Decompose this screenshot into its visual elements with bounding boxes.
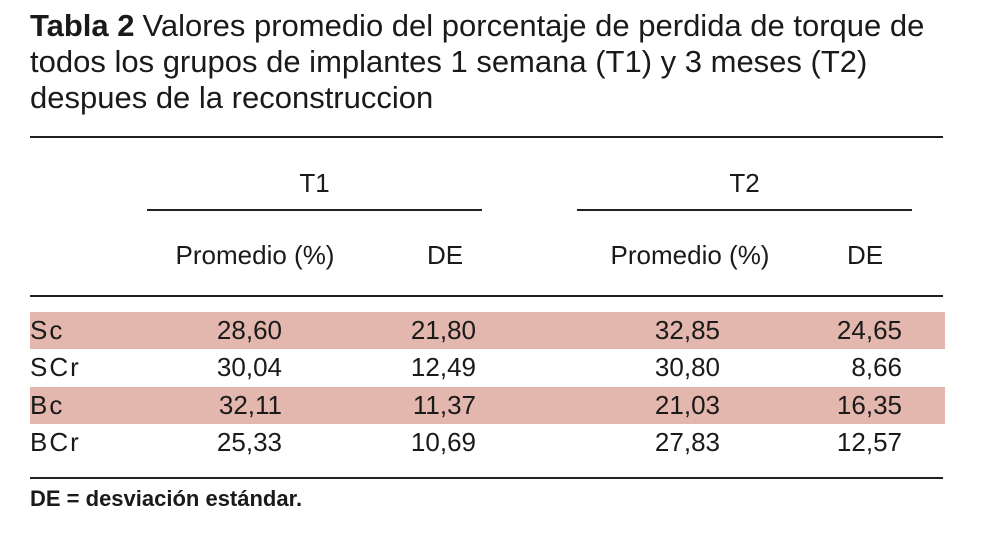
footnote: DE = desviación estándar. bbox=[30, 486, 303, 511]
rule bbox=[30, 136, 943, 138]
cell: 24,65 bbox=[836, 315, 902, 345]
title-text: Valores promedio del porcentaje de perdi… bbox=[30, 8, 925, 115]
cell: 25,33 bbox=[216, 427, 282, 457]
cell: 32,11 bbox=[218, 390, 282, 420]
cell: 30,04 bbox=[216, 352, 282, 382]
row-label: BCr bbox=[30, 427, 81, 457]
cell: 28,60 bbox=[216, 315, 282, 345]
cell: 8,66 bbox=[851, 352, 902, 382]
cell: 11,37 bbox=[412, 390, 476, 420]
row-label: SCr bbox=[30, 352, 81, 382]
row-label: Sc bbox=[30, 315, 65, 345]
rule bbox=[577, 209, 912, 211]
cell: 12,57 bbox=[836, 427, 902, 457]
rule bbox=[147, 209, 482, 211]
column-header: Promedio (%) bbox=[175, 240, 335, 270]
rule bbox=[30, 477, 943, 479]
cell: 30,80 bbox=[654, 352, 720, 382]
title-label: Tabla 2 bbox=[30, 8, 135, 43]
cell: 21,03 bbox=[654, 390, 720, 420]
title: Tabla 2 Valores promedio del porcentaje d… bbox=[30, 8, 930, 116]
rule bbox=[30, 295, 943, 297]
cell: 10,69 bbox=[410, 427, 476, 457]
row-shade bbox=[30, 312, 945, 349]
group-header: T1 bbox=[299, 168, 330, 198]
cell: 27,83 bbox=[654, 427, 720, 457]
column-header: DE bbox=[426, 240, 464, 270]
column-header: DE bbox=[846, 240, 884, 270]
cell: 12,49 bbox=[410, 352, 476, 382]
column-header: Promedio (%) bbox=[610, 240, 770, 270]
cell: 21,80 bbox=[410, 315, 476, 345]
cell: 16,35 bbox=[836, 390, 902, 420]
cell: 32,85 bbox=[654, 315, 720, 345]
group-header: T2 bbox=[729, 168, 760, 198]
row-shade bbox=[30, 387, 945, 424]
row-label: Bc bbox=[30, 390, 65, 420]
